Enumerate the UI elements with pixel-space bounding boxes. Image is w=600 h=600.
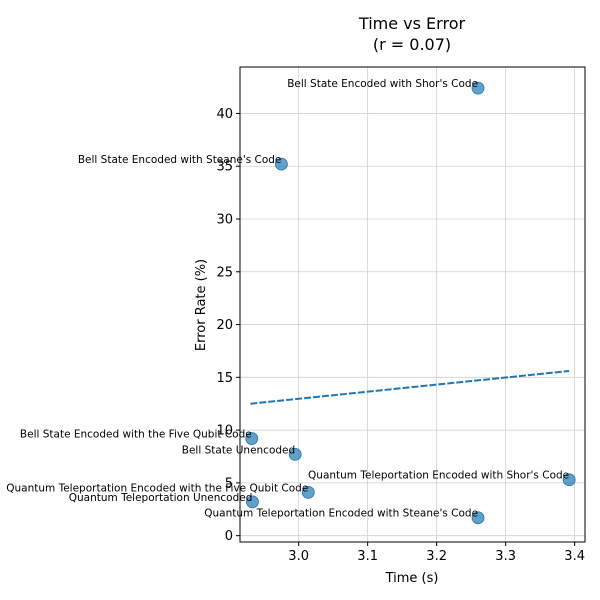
y-tick-label: 25 (216, 265, 233, 280)
point-label: Quantum Teleportation Encoded with Shor'… (308, 470, 569, 482)
x-axis-label: Time (s) (385, 571, 439, 586)
data-point (562, 473, 576, 487)
plot-frame (239, 66, 586, 543)
chart-title: Time vs Error (358, 14, 466, 33)
y-axis-ticks: 0 5 10 15 20 25 30 35 40 (216, 107, 240, 544)
data-point (288, 447, 302, 461)
x-tick-label: 3.4 (564, 549, 585, 564)
data-points (245, 81, 576, 525)
point-label: Bell State Unencoded (182, 444, 295, 456)
trend-line-group (250, 370, 570, 405)
y-tick-label: 5 (225, 476, 233, 491)
y-tick-label: 15 (216, 371, 233, 386)
y-tick-label: 10 (216, 424, 233, 439)
data-point (274, 157, 288, 171)
y-tick-label: 30 (216, 213, 233, 228)
x-tick-label: 3.1 (357, 549, 378, 564)
point-label: Quantum Teleportation Unencoded (69, 492, 253, 504)
y-tick-label: 40 (216, 107, 233, 122)
trend-line (250, 370, 570, 405)
x-tick-label: 3.0 (288, 549, 309, 564)
chart-subtitle: (r = 0.07) (373, 35, 451, 54)
point-labels: Bell State Encoded with Shor's Code Bell … (6, 78, 569, 520)
y-tick-label: 35 (216, 160, 233, 175)
y-tick-label: 20 (216, 318, 233, 333)
point-label: Bell State Encoded with Shor's Code (287, 78, 478, 90)
point-label: Quantum Teleportation Encoded with Stean… (204, 508, 478, 520)
x-tick-label: 3.2 (426, 549, 447, 564)
data-point (471, 81, 485, 95)
data-point (245, 432, 259, 445)
data-point (301, 485, 315, 499)
x-tick-label: 3.3 (495, 549, 516, 564)
point-label: Bell State Encoded with the Five Qubit C… (20, 429, 252, 441)
data-point (246, 495, 259, 509)
y-tick-label: 0 (225, 529, 233, 544)
data-point (471, 511, 485, 525)
grid (240, 67, 585, 542)
point-label: Bell State Encoded with Steane's Code (78, 154, 282, 166)
point-label: Quantum Teleportation Encoded with the F… (6, 482, 308, 494)
x-axis-ticks: 3.0 3.1 3.2 3.3 3.4 (288, 542, 585, 564)
y-axis-label: Error Rate (%) (194, 259, 209, 351)
